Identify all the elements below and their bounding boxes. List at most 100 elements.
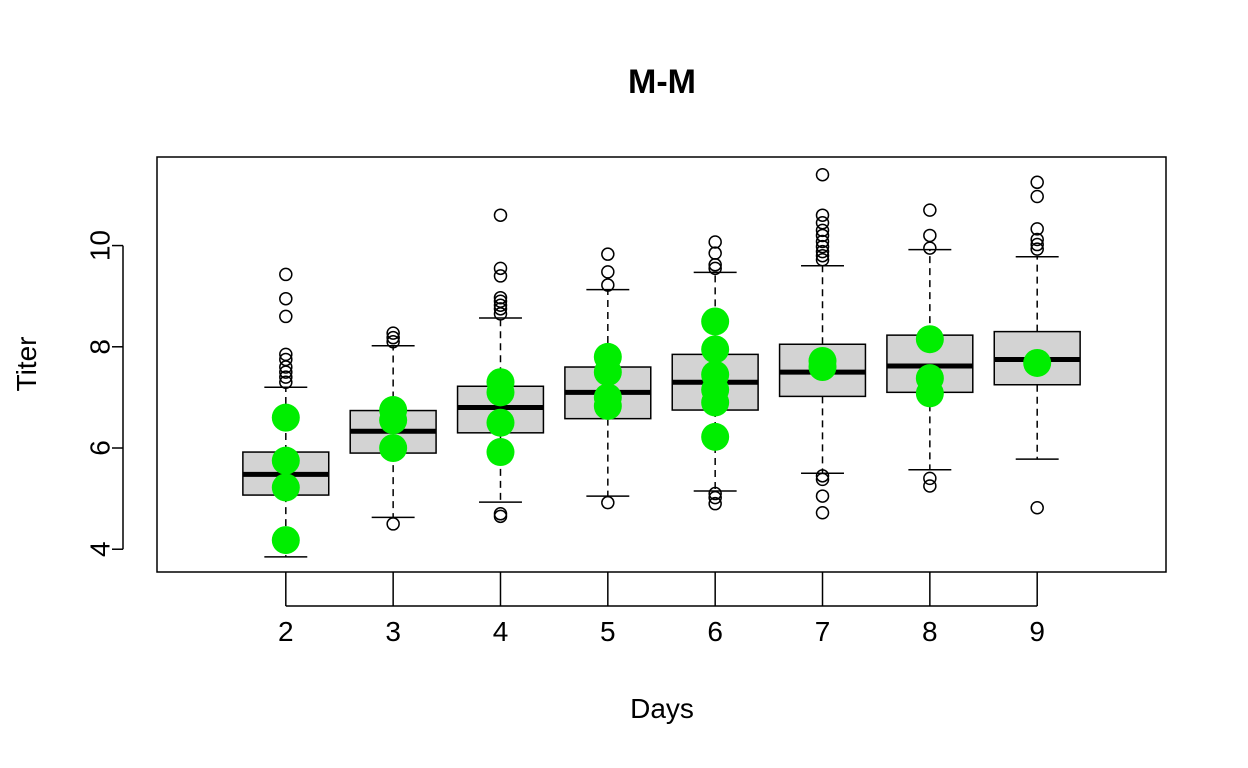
observed-point bbox=[1023, 348, 1052, 377]
outlier-point bbox=[708, 235, 722, 249]
outlier-point bbox=[923, 203, 937, 217]
outlier-point bbox=[493, 290, 508, 305]
outlier-point bbox=[279, 309, 293, 324]
y-tick-label: 10 bbox=[85, 230, 116, 261]
outlier-point bbox=[815, 489, 830, 503]
x-tick-label: 2 bbox=[278, 616, 294, 647]
outlier-point bbox=[815, 208, 830, 222]
observed-point bbox=[915, 379, 944, 408]
outlier-point bbox=[386, 330, 400, 345]
outlier-point bbox=[815, 506, 830, 520]
outlier-point bbox=[815, 234, 830, 249]
box-day-6 bbox=[671, 235, 759, 511]
box-day-9 bbox=[993, 175, 1081, 515]
outlier-point bbox=[1030, 500, 1044, 515]
outlier-point bbox=[493, 507, 508, 521]
outlier-point bbox=[815, 239, 830, 254]
outlier-point bbox=[1030, 175, 1044, 190]
outlier-point bbox=[815, 244, 830, 259]
outlier-point bbox=[601, 278, 615, 292]
outlier-point bbox=[708, 261, 722, 276]
outlier-point bbox=[708, 496, 722, 511]
observed-point bbox=[271, 403, 300, 432]
y-axis: 4 6 8 10 bbox=[85, 230, 124, 557]
observed-point bbox=[486, 408, 515, 437]
outlier-point bbox=[279, 291, 293, 306]
outlier-point bbox=[923, 241, 937, 255]
outlier-point bbox=[815, 248, 830, 263]
outlier-point bbox=[815, 472, 830, 487]
observed-point bbox=[915, 325, 944, 354]
outlier-point bbox=[279, 370, 293, 384]
box-series bbox=[242, 167, 1081, 558]
x-tick-label: 9 bbox=[1029, 616, 1045, 647]
outlier-point bbox=[1030, 242, 1044, 256]
box-day-2 bbox=[242, 267, 330, 558]
outlier-point bbox=[923, 471, 937, 486]
box-day-3 bbox=[349, 326, 437, 531]
observed-point bbox=[593, 392, 622, 420]
x-tick-label: 6 bbox=[707, 616, 723, 647]
x-tick-label: 3 bbox=[385, 616, 401, 647]
box-day-8 bbox=[886, 203, 974, 493]
x-tick-label: 7 bbox=[815, 616, 831, 647]
outlier-point bbox=[1030, 222, 1044, 236]
outlier-point bbox=[708, 486, 722, 501]
x-tick-label: 5 bbox=[600, 616, 616, 647]
x-axis-label: Days bbox=[630, 693, 694, 724]
y-axis-label: Titer bbox=[11, 337, 42, 392]
outlier-point bbox=[1030, 237, 1044, 252]
outlier-point bbox=[493, 294, 508, 308]
outlier-point bbox=[601, 247, 615, 261]
outlier-point bbox=[1030, 189, 1044, 204]
outlier-point bbox=[815, 167, 830, 182]
observed-point bbox=[271, 526, 300, 555]
x-axis: 2 3 4 5 6 7 8 9 bbox=[278, 572, 1045, 647]
observed-point bbox=[379, 406, 408, 435]
observed-point bbox=[701, 335, 730, 364]
outlier-point bbox=[279, 347, 293, 362]
observed-point bbox=[486, 378, 515, 407]
outlier-point bbox=[279, 375, 293, 389]
observed-point bbox=[701, 422, 730, 451]
observed-point bbox=[593, 358, 622, 387]
outlier-point bbox=[1030, 232, 1044, 247]
chart-title: M-M bbox=[628, 63, 696, 101]
outlier-point bbox=[708, 246, 722, 260]
outlier-point bbox=[279, 352, 293, 367]
outlier-point bbox=[815, 252, 830, 267]
outlier-point bbox=[493, 269, 508, 283]
outlier-point bbox=[493, 302, 508, 316]
observed-point bbox=[808, 353, 837, 382]
box-day-4 bbox=[456, 208, 545, 524]
outlier-point bbox=[708, 490, 722, 505]
outlier-point bbox=[815, 216, 830, 230]
outlier-point bbox=[923, 479, 937, 493]
outlier-point bbox=[815, 223, 830, 238]
outlier-point bbox=[279, 267, 293, 282]
outlier-point bbox=[815, 469, 830, 483]
x-tick-label: 8 bbox=[922, 616, 938, 647]
outlier-point bbox=[601, 265, 615, 279]
observed-point bbox=[701, 307, 730, 336]
box-day-5 bbox=[564, 247, 652, 510]
y-tick-label: 8 bbox=[85, 339, 116, 355]
x-tick-label: 4 bbox=[493, 616, 509, 647]
observed-point bbox=[379, 434, 408, 463]
outlier-point bbox=[493, 261, 508, 276]
observed-point bbox=[271, 446, 300, 475]
outlier-point bbox=[601, 495, 615, 510]
outlier-point bbox=[386, 517, 400, 531]
observed-point bbox=[701, 388, 730, 417]
y-tick-label: 6 bbox=[85, 440, 116, 456]
plot-frame bbox=[156, 156, 1167, 573]
y-tick-label: 4 bbox=[85, 541, 116, 557]
observed-point bbox=[486, 438, 515, 467]
outlier-point bbox=[493, 208, 508, 222]
observed-point bbox=[271, 473, 300, 502]
outlier-point bbox=[386, 334, 400, 349]
outlier-point bbox=[923, 228, 937, 243]
box-day-7 bbox=[778, 167, 867, 520]
outlier-point bbox=[386, 326, 400, 340]
